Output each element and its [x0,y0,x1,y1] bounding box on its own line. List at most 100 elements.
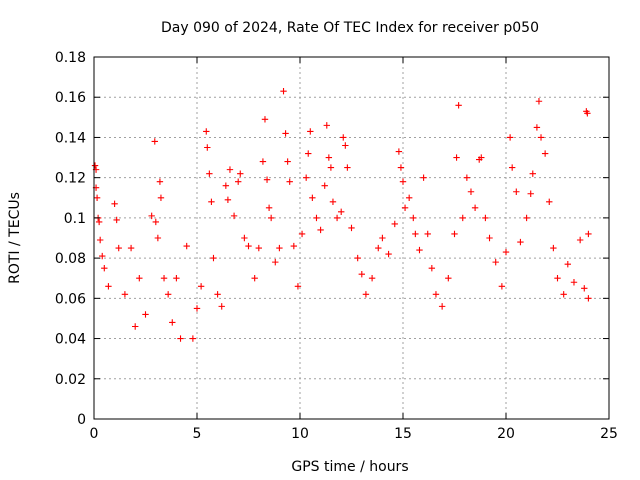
data-point [226,166,234,173]
data-point [459,214,466,222]
data-point [428,264,436,272]
data-point [96,236,104,244]
data-point [478,154,485,161]
data-point [502,248,510,256]
y-axis-label: ROTI / TECUs [7,192,23,284]
plot-frame [93,56,610,420]
data-point [585,230,592,238]
data-point [105,283,112,290]
data-point [358,271,365,278]
y-tick-label: 0.1 [64,211,86,227]
data-point [259,158,267,165]
data-point [453,154,460,161]
data-point [284,158,291,165]
data-point [317,226,324,234]
data-point [416,246,423,254]
data-point [272,258,279,266]
data-point [523,214,530,222]
data-point [286,178,293,185]
data-point [537,134,545,141]
data-point [302,174,310,181]
data-point [127,244,135,252]
data-point [348,224,355,232]
data-point [156,178,164,185]
data-point [210,254,217,262]
data-point [325,154,333,161]
data-point [467,188,475,195]
data-point [438,303,446,310]
data-point [113,216,120,224]
grid-layer [94,57,609,419]
data-point [570,279,578,286]
data-point [338,208,345,216]
data-point [93,194,101,201]
data-point [342,142,349,149]
data-point [506,134,514,141]
data-point [445,275,452,282]
data-point [399,178,407,185]
data-point [550,244,557,252]
y-tick-label: 0.08 [55,251,86,267]
data-point [391,220,398,228]
data-point [152,218,159,226]
data-point [99,252,106,260]
data-point [529,170,536,177]
data-point [585,295,592,302]
data-point [305,150,312,157]
data-point [546,198,553,205]
data-point [498,283,506,290]
data-point [235,178,242,185]
data-point [251,275,258,282]
data-point [204,144,211,151]
data-point [344,164,351,171]
data-point [405,194,413,201]
data-point [151,138,158,145]
data-point [298,230,306,238]
data-point [321,182,328,189]
data-point [333,214,341,222]
points-layer [91,87,592,342]
data-point [513,188,520,195]
data-point [584,110,591,117]
data-point [255,244,262,252]
data-point [265,204,273,212]
data-point [368,275,376,282]
data-point [95,218,103,226]
data-point [261,116,269,123]
data-point [424,230,431,238]
y-tick-label: 0 [77,412,86,428]
data-point [564,260,571,268]
y-tick-label: 0.16 [55,90,86,106]
y-tick-label: 0.12 [55,171,86,187]
data-point [385,250,392,258]
data-point [164,291,172,298]
x-tick-label: 0 [90,426,99,442]
data-point [142,311,149,318]
data-point [148,212,155,220]
data-point [222,182,230,189]
y-tick-label: 0.06 [55,291,86,307]
data-point [560,291,567,298]
data-point [451,230,458,238]
x-tick-label: 5 [193,426,202,442]
x-tick-label: 20 [497,426,515,442]
data-point [541,150,549,157]
data-point [401,204,409,212]
data-point [554,275,561,282]
data-point [177,335,184,342]
data-point [136,275,143,282]
x-tick-label: 25 [600,426,618,442]
data-point [154,234,162,242]
data-point [375,244,382,252]
data-point [294,283,302,290]
data-point [214,291,221,298]
data-point [362,291,370,298]
data-point [230,212,238,220]
data-point [241,234,248,242]
data-point [309,194,316,201]
data-point [245,242,252,250]
data-point [169,319,176,326]
data-point [203,128,210,135]
data-point [535,98,543,105]
y-tick-label: 0.04 [55,332,86,348]
